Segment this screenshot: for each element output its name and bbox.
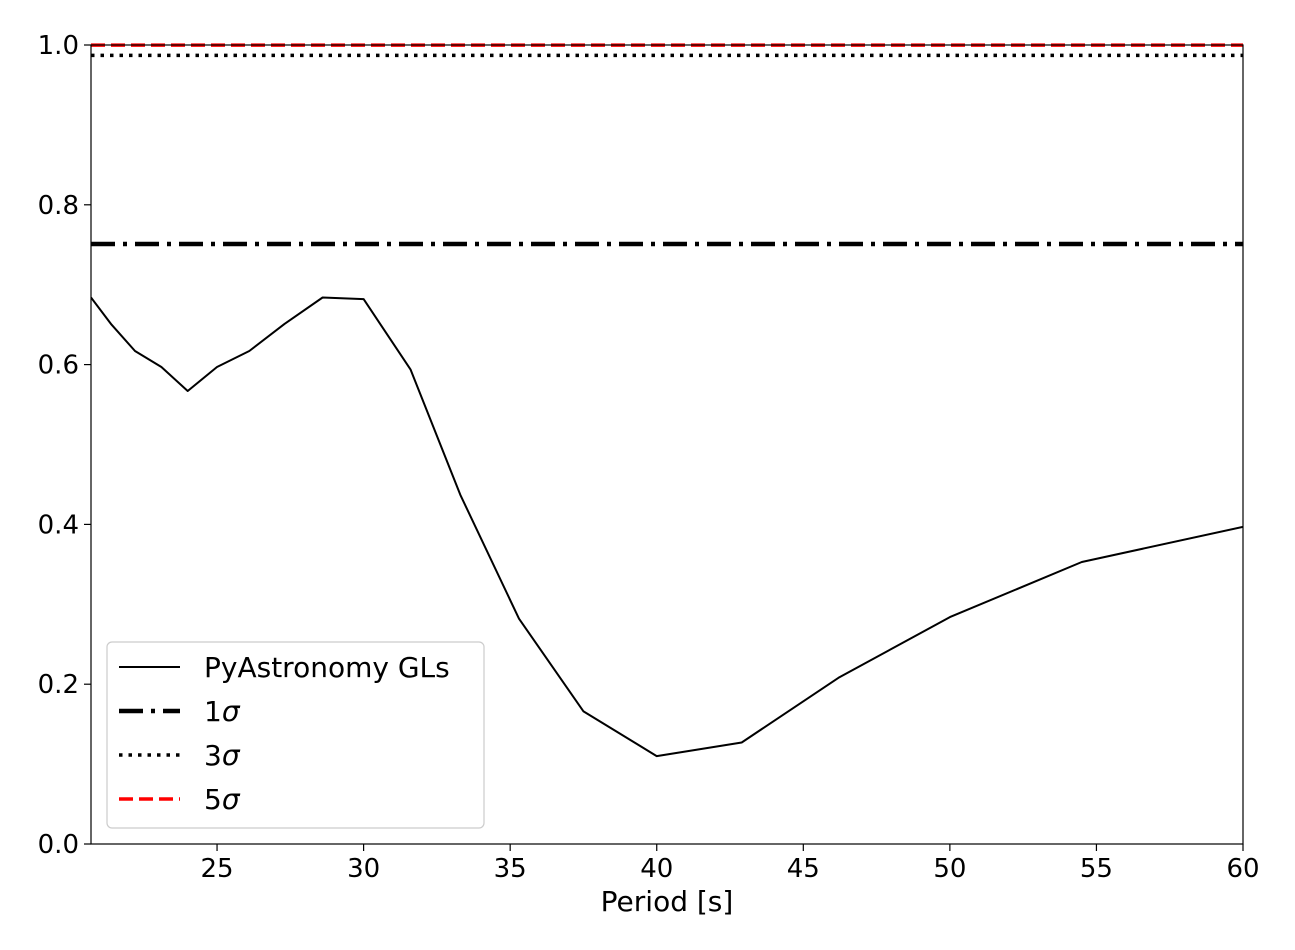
x-tick-label: 25 xyxy=(200,854,233,884)
legend-label-1: PyAstronomy GLs xyxy=(204,651,450,684)
series-line-1 xyxy=(91,296,1243,758)
legend-label-2: 1σ xyxy=(204,695,241,728)
y-tick-label: 0.6 xyxy=(38,351,79,381)
x-tick-label: 55 xyxy=(1080,854,1113,884)
x-tick-label: 30 xyxy=(347,854,380,884)
legend-box xyxy=(106,641,485,829)
x-axis: 25 30 35 40 45 50 55 60 xyxy=(200,844,1260,884)
x-tick-label: 60 xyxy=(1226,854,1259,884)
y-tick-label: 0.2 xyxy=(38,670,79,700)
y-tick-label: 0.8 xyxy=(38,191,79,221)
y-tick-label: 0.4 xyxy=(38,510,79,540)
y-tick-label: 1.0 xyxy=(38,31,79,61)
x-tick-label: 45 xyxy=(787,854,820,884)
axes-frame xyxy=(90,44,1244,845)
x-tick-label: 40 xyxy=(640,854,673,884)
y-axis: 0.0 0.2 0.4 0.6 0.8 1.0 xyxy=(38,31,91,860)
x-tick-label: 50 xyxy=(933,854,966,884)
legend-label-4: 5σ xyxy=(204,783,241,816)
x-tick-label: 35 xyxy=(494,854,527,884)
legend-label-3: 3σ xyxy=(204,739,241,772)
x-axis-label: Period [s] xyxy=(601,885,734,918)
legend: PyAstronomy GLs 1σ 3σ 5σ xyxy=(106,641,485,829)
y-tick-label: 0.0 xyxy=(38,830,79,860)
